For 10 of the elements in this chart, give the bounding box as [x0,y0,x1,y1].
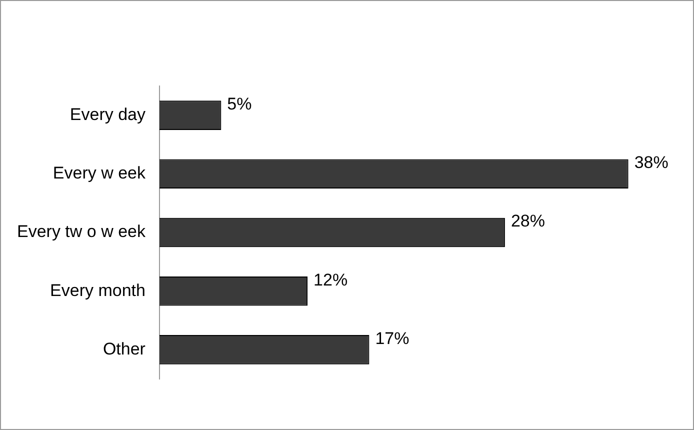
y-tick-label: Other [102,339,146,358]
data-label: 38% [634,153,668,172]
data-label: 12% [314,270,348,290]
y-tick-label: Every month [50,280,146,300]
data-label: 17% [375,328,410,348]
y-tick-label: Every w eek [52,164,146,183]
data-label: 5% [227,94,252,114]
data-label: 28% [510,212,545,231]
y-tick-label: Every tw o w eek [16,222,146,242]
y-tick-label: Every day [70,104,146,124]
